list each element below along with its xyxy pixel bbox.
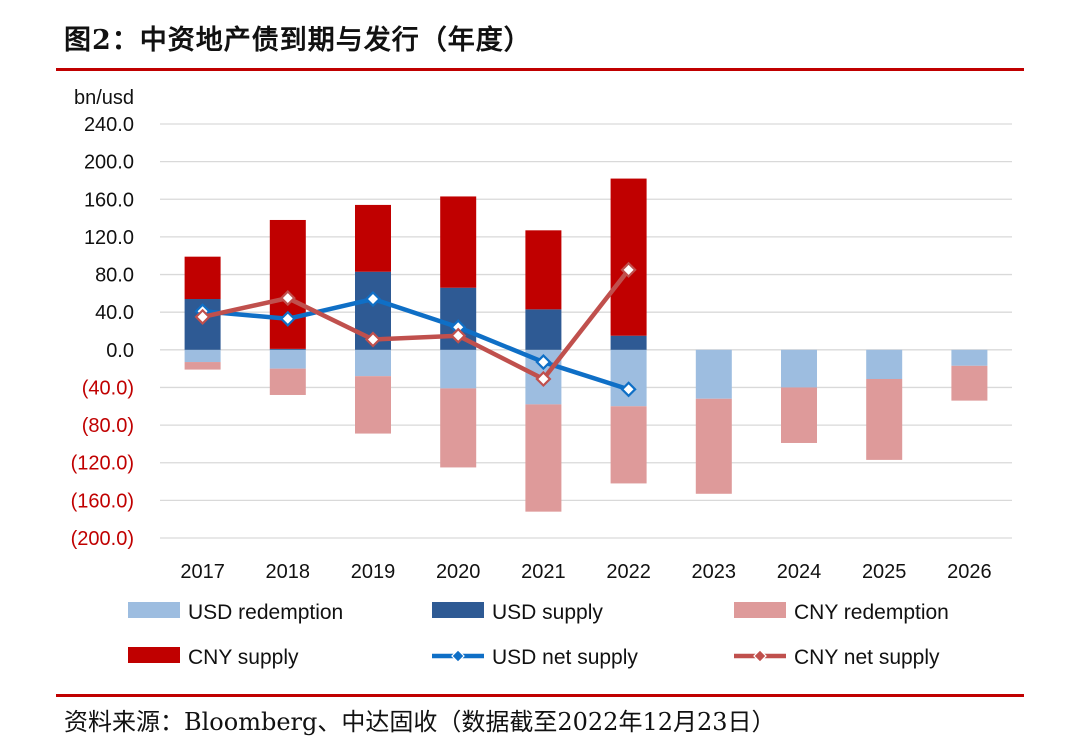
x-tick-label: 2018 — [266, 561, 311, 583]
cny-supply-bar — [184, 256, 221, 300]
cny-net-supply-legend-marker — [753, 649, 767, 663]
cny-net-supply-point — [450, 327, 467, 344]
y-tick-label: (200.0) — [71, 528, 134, 550]
usd-supply-bar — [525, 309, 562, 350]
x-tick-label: 2020 — [436, 561, 481, 583]
y-tick-label: 120.0 — [84, 227, 134, 249]
usd-redemption-bar — [355, 349, 391, 377]
cny-supply-bar — [525, 230, 562, 310]
usd-net-supply-point — [620, 381, 637, 398]
cny-redemption-bar — [269, 368, 306, 395]
usd-redemption-bar — [695, 349, 732, 399]
cny-redemption-bar — [951, 365, 988, 401]
x-axis-ticks: 2017 2018 2019 2020 2021 2022 2023 2024 2025 2026 — [180, 561, 991, 583]
cny-redemption-bar — [781, 387, 817, 443]
cny-redemption-legend-label: CNY redemption — [794, 601, 949, 624]
x-tick-label: 2024 — [777, 561, 822, 583]
cny-net-supply-point — [620, 261, 637, 278]
usd-redemption-legend-label: USD redemption — [188, 601, 343, 624]
cny-net-supply-point — [279, 290, 296, 307]
y-axis-ticks: 240.0 200.0 160.0 120.0 80.0 40.0 0.0 (40.0) (80… — [71, 114, 134, 550]
usd-net-supply-line — [202, 296, 630, 392]
legend: USD redemption USD supply CNY redemption CN… — [128, 601, 949, 669]
usd-redemption-bar — [610, 349, 647, 407]
cny-net-supply-point — [364, 331, 382, 348]
y-tick-label: 200.0 — [84, 152, 134, 174]
cny-net-supply-point — [535, 370, 552, 388]
y-tick-label: (120.0) — [71, 453, 134, 475]
cny-supply-bar — [269, 219, 306, 349]
y-axis-unit-label: bn/usd — [74, 87, 134, 109]
cny-redemption-bar — [610, 406, 647, 484]
usd-net-supply-legend-label: USD net supply — [492, 646, 638, 669]
y-tick-label: (160.0) — [71, 490, 134, 512]
y-tick-label: 0.0 — [106, 340, 134, 362]
cny-supply-legend-swatch — [128, 647, 180, 663]
cny-net-supply-point — [194, 308, 211, 325]
cny-redemption-bar — [695, 398, 732, 494]
x-tick-label: 2019 — [351, 561, 396, 583]
top-divider — [56, 68, 1024, 71]
x-tick-label: 2022 — [606, 561, 651, 583]
usd-supply-legend-swatch — [432, 602, 484, 618]
usd-net-supply-point — [364, 290, 382, 308]
cny-supply-legend-label: CNY supply — [188, 646, 299, 669]
y-tick-label: 80.0 — [95, 265, 134, 287]
x-tick-label: 2025 — [862, 561, 907, 583]
usd-redemption-legend-swatch — [128, 602, 180, 618]
y-tick-label: 160.0 — [84, 189, 134, 211]
usd-redemption-bar — [781, 349, 817, 388]
y-tick-label: (80.0) — [82, 415, 134, 437]
cny-supply-bar — [610, 178, 647, 336]
chart-title: 图2：中资地产债到期与发行（年度） — [64, 25, 532, 56]
cny-redemption-bar — [866, 378, 903, 460]
cny-redemption-bar — [184, 362, 221, 370]
cny-net-supply-line — [202, 268, 631, 382]
usd-net-supply-legend-marker — [451, 649, 465, 663]
y-tick-label: 240.0 — [84, 114, 134, 136]
source-note: 资料来源：Bloomberg、中达固收（数据截至2022年12月23日） — [64, 708, 776, 736]
usd-redemption-bar — [440, 349, 477, 389]
cny-supply-bar — [355, 204, 391, 272]
usd-supply-bar — [610, 335, 647, 350]
usd-supply-legend-label: USD supply — [492, 601, 603, 624]
y-tick-label: 40.0 — [95, 302, 134, 324]
cny-redemption-bar — [525, 404, 562, 512]
bottom-divider — [56, 694, 1024, 697]
x-tick-label: 2021 — [521, 561, 566, 583]
cny-redemption-bar — [355, 376, 391, 434]
usd-redemption-bar — [951, 349, 988, 366]
cny-supply-bar — [440, 196, 477, 288]
cny-net-supply-legend-label: CNY net supply — [794, 646, 940, 669]
usd-supply-bar — [269, 348, 306, 350]
usd-net-supply-point — [535, 353, 552, 371]
chart: bn/usd 240.0 200.0 160.0 120.0 80.0 40.0 0.0 (4… — [71, 87, 1012, 669]
usd-redemption-bar — [269, 349, 306, 369]
x-tick-label: 2023 — [692, 561, 737, 583]
cny-redemption-legend-swatch — [734, 602, 786, 618]
x-tick-label: 2017 — [180, 561, 225, 583]
x-tick-label: 2026 — [947, 561, 992, 583]
cny-redemption-bar — [440, 388, 477, 468]
usd-redemption-bar — [184, 349, 221, 363]
usd-redemption-bar — [866, 349, 903, 379]
y-tick-label: (40.0) — [82, 377, 134, 399]
bars — [184, 178, 988, 512]
net-supply-lines — [194, 261, 637, 398]
usd-net-supply-point — [279, 310, 296, 327]
